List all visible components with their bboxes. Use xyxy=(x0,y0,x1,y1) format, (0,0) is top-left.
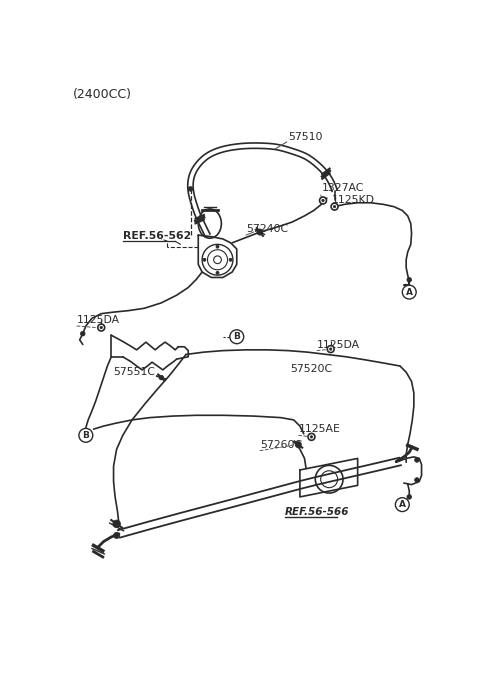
Circle shape xyxy=(203,258,206,262)
Circle shape xyxy=(295,441,301,448)
Text: 1125DA: 1125DA xyxy=(77,315,120,325)
Text: A: A xyxy=(406,287,413,297)
Circle shape xyxy=(396,498,409,512)
Text: 57551C: 57551C xyxy=(114,367,156,377)
Circle shape xyxy=(415,478,419,482)
Circle shape xyxy=(216,271,219,274)
Circle shape xyxy=(79,429,93,442)
Circle shape xyxy=(331,203,338,210)
Circle shape xyxy=(407,277,411,282)
Circle shape xyxy=(320,197,326,204)
Text: 57260C: 57260C xyxy=(260,439,302,450)
Circle shape xyxy=(333,206,336,208)
Text: 57510: 57510 xyxy=(288,132,323,142)
Text: A: A xyxy=(399,500,406,509)
Circle shape xyxy=(415,458,419,462)
Text: 1125AE: 1125AE xyxy=(299,425,340,434)
Text: REF.56-562: REF.56-562 xyxy=(123,231,191,241)
Text: 1125KD: 1125KD xyxy=(332,195,375,205)
Circle shape xyxy=(81,331,85,336)
Text: 57520C: 57520C xyxy=(291,364,333,375)
Circle shape xyxy=(100,327,102,329)
Text: 57240C: 57240C xyxy=(246,224,288,234)
Text: 1125DA: 1125DA xyxy=(317,339,360,349)
Circle shape xyxy=(329,348,332,350)
Circle shape xyxy=(257,229,263,235)
Text: B: B xyxy=(233,333,240,341)
Circle shape xyxy=(216,245,219,248)
Circle shape xyxy=(214,256,221,264)
Text: REF.56-566: REF.56-566 xyxy=(285,506,349,516)
Circle shape xyxy=(322,199,324,201)
Circle shape xyxy=(327,345,334,353)
Circle shape xyxy=(159,375,164,380)
Circle shape xyxy=(98,324,105,331)
Circle shape xyxy=(407,495,411,500)
Circle shape xyxy=(113,520,120,528)
Circle shape xyxy=(308,433,315,440)
Circle shape xyxy=(310,435,312,438)
Circle shape xyxy=(229,258,232,262)
Circle shape xyxy=(114,532,120,539)
Text: (2400CC): (2400CC) xyxy=(73,88,132,101)
Text: 1327AC: 1327AC xyxy=(322,183,364,193)
Circle shape xyxy=(188,187,193,191)
Circle shape xyxy=(402,285,416,299)
Circle shape xyxy=(230,330,244,343)
Text: B: B xyxy=(83,431,89,440)
